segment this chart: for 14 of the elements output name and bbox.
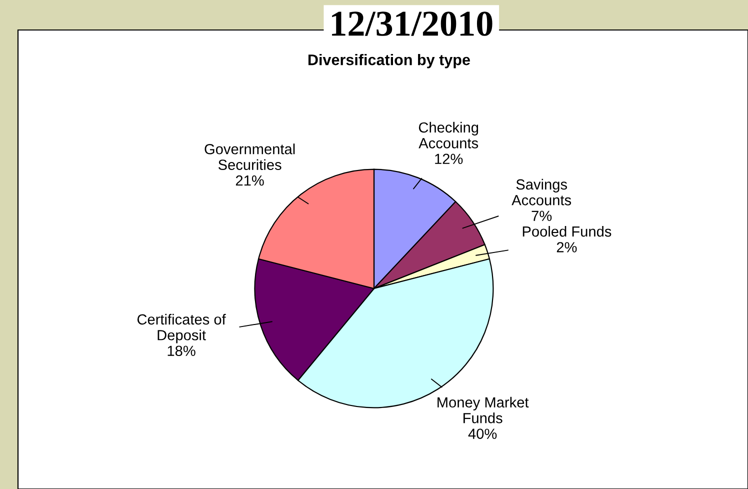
slice-label: Pooled Funds [522,226,612,237]
data-label: 18% [168,346,196,356]
data-label: 7% [532,210,552,221]
data-label: 12% [435,154,463,164]
slice-label: Certificates of Deposit [137,314,226,344]
slice-label: Checking Accounts [418,122,478,148]
slice-label: Money Market Funds [438,396,529,424]
data-label: 21% [236,175,264,186]
slice-label: Savings Accounts [512,178,572,206]
slice-label: Governmental Securities [204,144,295,170]
data-label: 40% [468,428,497,439]
chart-title: Diversification by type [308,54,470,68]
data-label: 2% [556,242,577,252]
chart-subtitle: 12/31/2010 [332,12,492,36]
